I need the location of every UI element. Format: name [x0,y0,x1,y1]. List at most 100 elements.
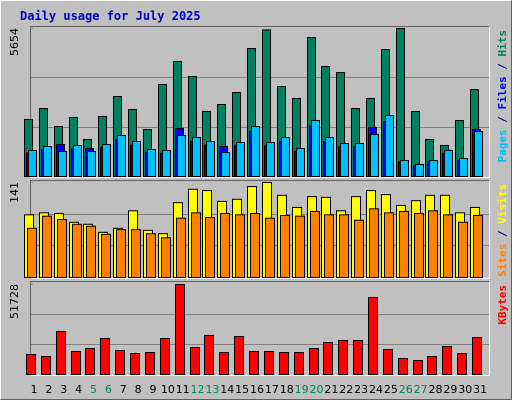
bar [354,219,364,279]
legend-entry: KBytes [496,285,509,325]
x-tick-label: 16 [250,383,264,396]
x-tick-label: 9 [149,383,156,396]
bar [385,115,394,177]
bar [458,221,468,278]
bar [442,345,452,376]
bar [280,215,290,279]
x-tick-label: 24 [369,383,383,396]
bar [266,141,275,178]
x-tick-label: 10 [161,383,175,396]
bar [474,131,483,178]
x-tick-label: 7 [120,383,127,396]
x-tick-label: 29 [443,383,457,396]
bar [264,350,274,375]
x-tick-label: 4 [75,383,82,396]
bar [131,229,141,278]
bar [400,160,409,177]
bar [191,212,201,279]
bar [250,212,260,278]
panel-bevel-light [30,180,490,279]
bar [41,355,51,375]
bar [71,350,81,375]
bar [459,157,468,177]
legend-entry: Files [496,76,509,109]
bar [296,147,305,178]
bar [355,142,364,178]
x-tick-label: 30 [458,383,472,396]
bar [87,151,96,178]
bar [100,337,110,375]
bar [339,214,349,278]
bar [28,150,37,178]
panel-bevel-dark [30,281,490,376]
x-tick-label: 22 [339,383,353,396]
bar [175,284,185,375]
legend-entry: Pages [496,129,509,162]
x-tick-label: 14 [220,383,234,396]
bar [221,151,230,177]
bar [294,351,304,375]
x-tick-label: 20 [310,383,324,396]
bar [443,214,453,278]
legend: Pages / Files / Hits [496,30,509,163]
bar [295,215,305,278]
bar [236,141,245,178]
bar [162,150,171,178]
bar [340,142,349,178]
x-tick-label: 27 [414,383,428,396]
bar [279,351,289,375]
bar [72,223,82,279]
bar [205,217,215,278]
bar [325,136,334,178]
x-tick-label: 11 [176,383,190,396]
x-tick-label: 1 [31,383,38,396]
panel-bevel-light [30,281,490,376]
x-tick-label: 2 [45,383,52,396]
x-tick-label: 18 [280,383,294,396]
y-tick-label: 5654 [8,28,21,56]
y-tick-label: 51728 [8,284,21,319]
bar [117,135,126,177]
x-tick-label: 26 [399,383,413,396]
bar [413,359,423,376]
bar [353,339,363,375]
bar [368,296,378,375]
bar [147,149,156,177]
bar [192,136,201,178]
x-tick-label: 25 [384,383,398,396]
x-tick-label: 28 [428,383,442,396]
bar [457,352,467,375]
bar [58,151,67,178]
bar [57,219,67,278]
bar [369,208,379,278]
bar [309,347,319,376]
bar [235,214,245,278]
bar [177,135,186,177]
bar [27,227,37,278]
bar [370,134,379,177]
bar [384,212,394,279]
bar [190,346,200,376]
bar [102,144,111,178]
x-tick-label: 6 [105,383,112,396]
x-tick-label: 13 [205,383,219,396]
bar [398,357,408,375]
bar [204,334,214,375]
x-tick-label: 12 [191,383,205,396]
legend-entry: Hits [496,30,509,57]
bar [472,336,482,375]
legend-separator: / [496,110,509,130]
bar [42,215,52,278]
bar [265,217,275,278]
bar [444,150,453,178]
bar [26,353,36,375]
bar [176,217,186,278]
legend-entry: Sites [496,244,509,277]
bar [161,237,171,279]
bar [234,335,244,375]
bar [338,339,348,375]
bar [219,351,229,375]
bar [146,233,156,278]
